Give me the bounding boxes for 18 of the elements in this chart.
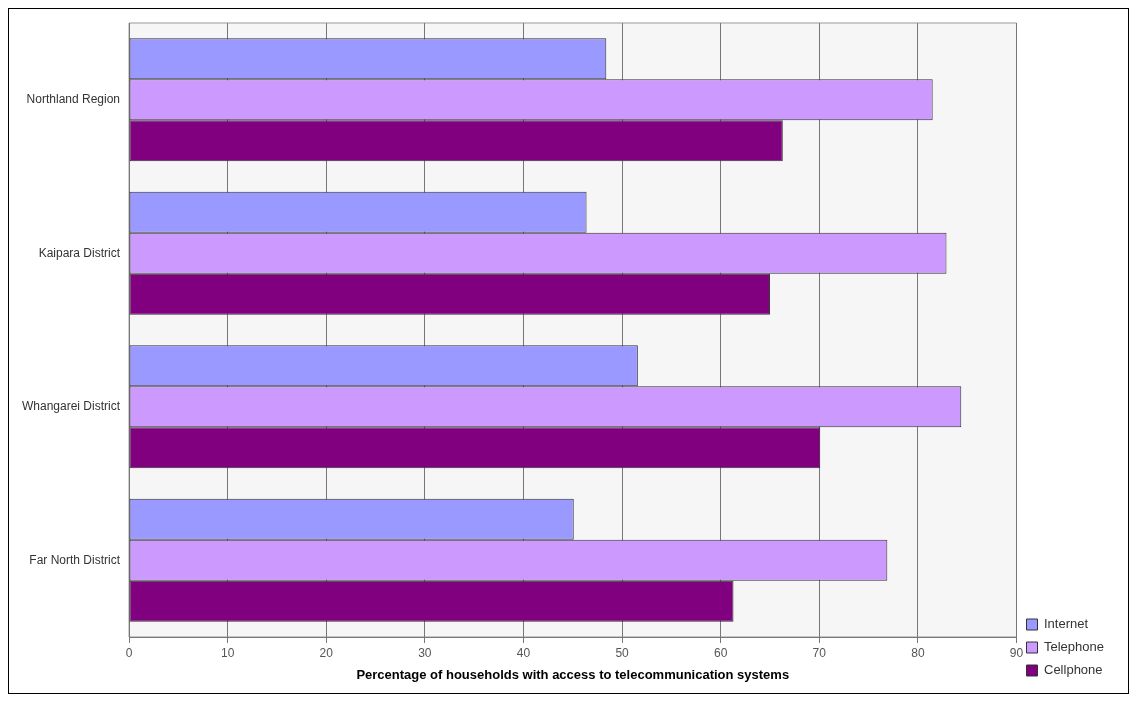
x-tick-label: 80 bbox=[911, 645, 925, 660]
x-tick-label: 70 bbox=[812, 645, 827, 660]
x-tick-label: 90 bbox=[1009, 645, 1024, 660]
legend-label: Internet bbox=[1044, 616, 1089, 632]
x-tick-label: 20 bbox=[319, 645, 334, 660]
legend-label: Cellphone bbox=[1044, 662, 1103, 678]
x-tick-label: 10 bbox=[220, 645, 235, 660]
x-tick-label: 50 bbox=[615, 645, 630, 660]
x-tick-label: 60 bbox=[714, 645, 728, 660]
legend-label: Telephone bbox=[1044, 639, 1104, 655]
y-tick-label: Whangarei District bbox=[22, 399, 121, 414]
x-axis-title: Percentage of households with access to telecommunication systems bbox=[356, 666, 790, 682]
y-tick-label: Far North District bbox=[29, 552, 121, 567]
x-tick-label: 30 bbox=[418, 645, 432, 660]
x-tick-label: 0 bbox=[125, 645, 133, 660]
y-tick-label: Kaipara District bbox=[38, 245, 121, 260]
y-tick-label: Northland Region bbox=[26, 92, 121, 107]
x-tick-label: 40 bbox=[516, 645, 531, 660]
